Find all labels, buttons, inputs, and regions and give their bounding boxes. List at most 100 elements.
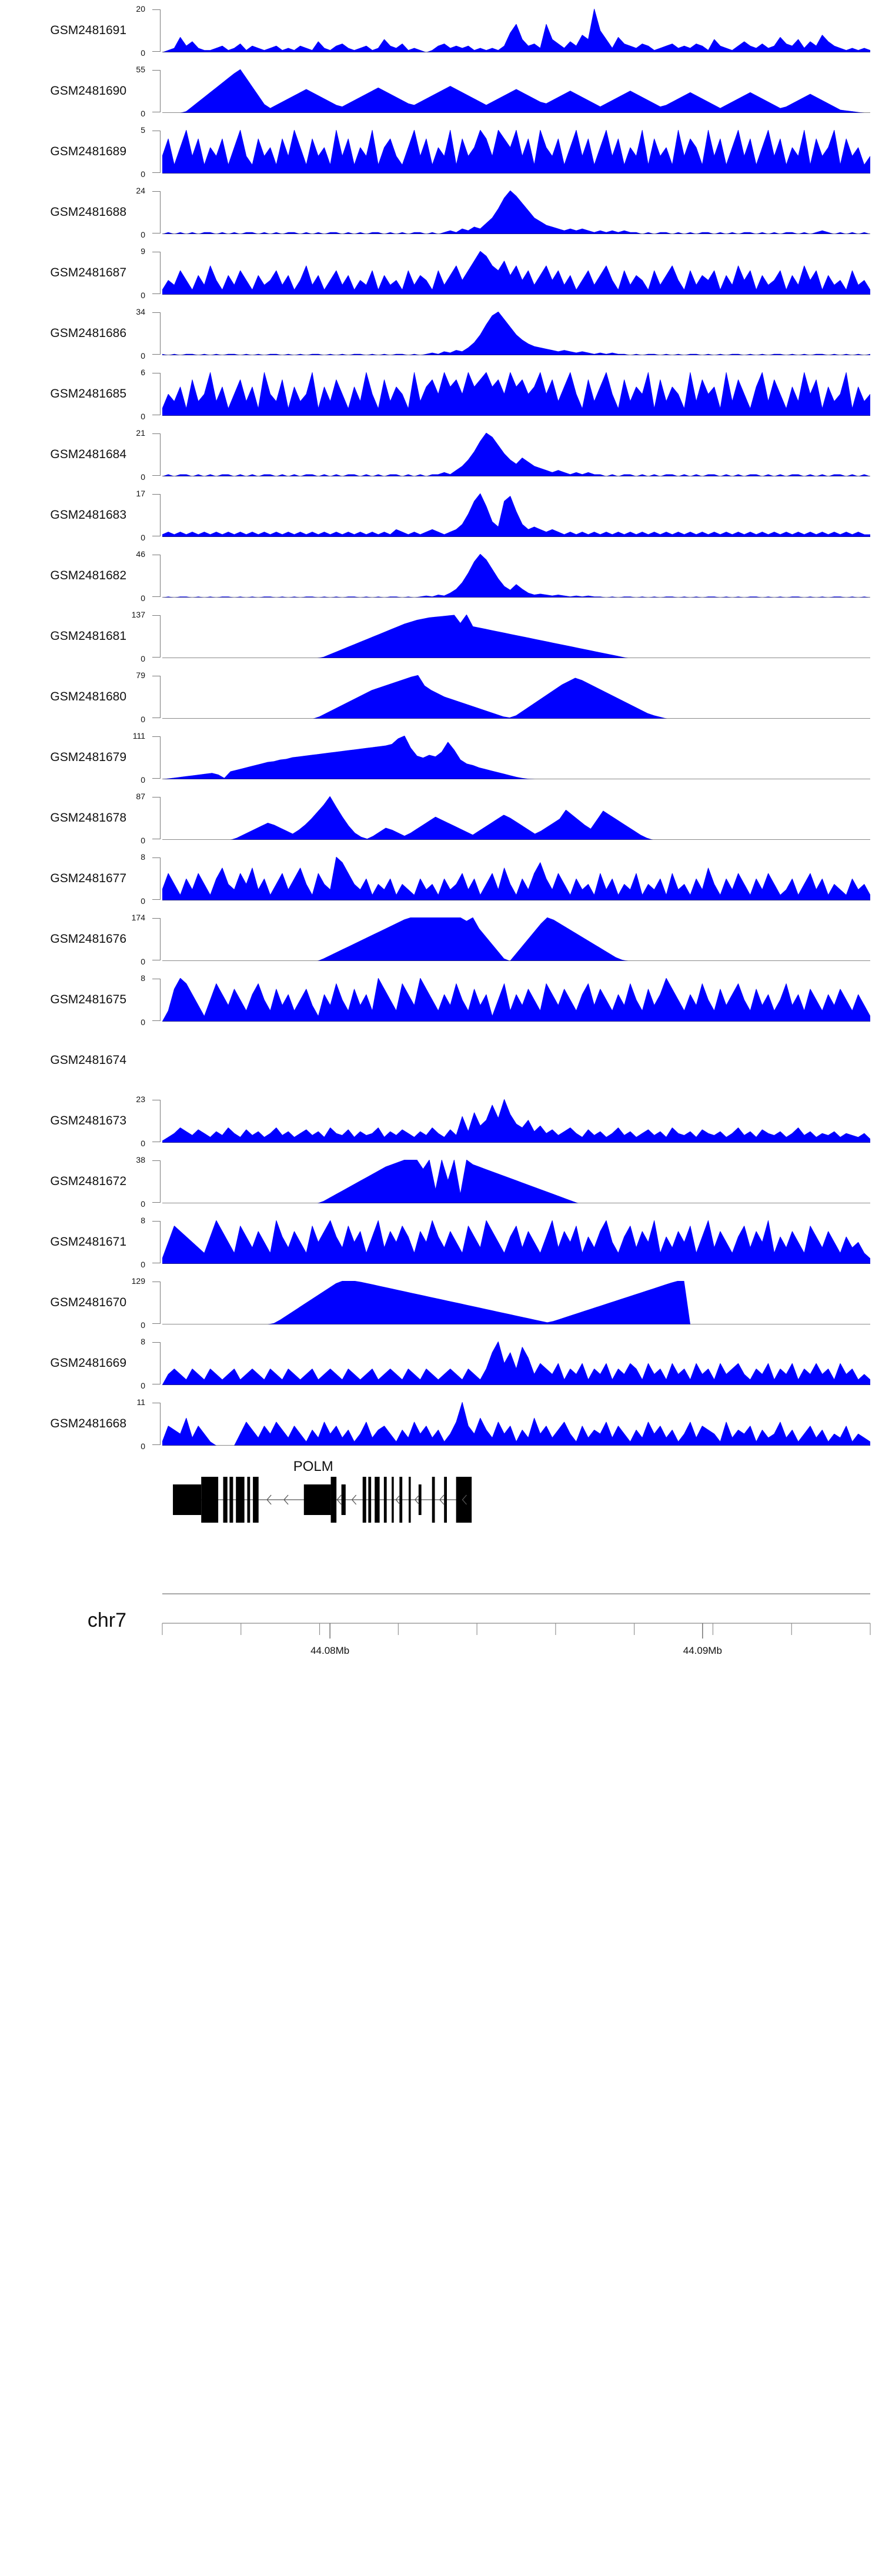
y-axis-min-label: 0: [141, 956, 145, 966]
coverage-area-svg: [162, 8, 870, 52]
track-sample-label: GSM2481685: [50, 386, 126, 401]
coverage-baseline: [162, 839, 870, 840]
y-axis-min-label: 0: [141, 1259, 145, 1269]
y-axis-min-label: 0: [141, 714, 145, 724]
track-y-axis: 11 0: [132, 1397, 161, 1451]
y-axis-max-label: 87: [136, 791, 145, 801]
track-sample-label: GSM2481681: [50, 629, 126, 643]
y-axis-tick-bottom: [152, 656, 161, 658]
y-axis-max-label: 46: [136, 549, 145, 559]
y-axis-line: [160, 857, 161, 900]
coverage-track: GSM2481675 8 0: [0, 969, 882, 1030]
y-axis-min-label: 0: [141, 1380, 145, 1390]
y-axis-line: [160, 1160, 161, 1203]
track-sample-label: GSM2481691: [50, 23, 126, 37]
coverage-track: GSM2481678 87 0: [0, 788, 882, 848]
y-axis-max-label: 5: [141, 125, 145, 135]
y-axis-tick-top: [152, 736, 161, 737]
y-axis-line: [160, 493, 161, 536]
y-axis-tick-top: [152, 1342, 161, 1343]
track-sample-label: GSM2481673: [50, 1113, 126, 1127]
y-axis-tick-bottom: [152, 475, 161, 476]
track-sample-label: GSM2481679: [50, 750, 126, 764]
coverage-plot: [162, 8, 870, 52]
coverage-track: GSM2481673 23 0: [0, 1090, 882, 1151]
y-axis-min-label: 0: [141, 48, 145, 58]
coverage-area-svg: [162, 856, 870, 900]
y-axis-max-label: 20: [136, 4, 145, 14]
coverage-plot: [162, 1341, 870, 1385]
coverage-area-svg: [162, 432, 870, 476]
y-axis-min-label: 0: [141, 1441, 145, 1451]
track-y-axis: 24 0: [132, 186, 161, 239]
coverage-track: GSM2481683 17 0: [0, 485, 882, 545]
coverage-plot: [162, 432, 870, 476]
y-axis-line: [160, 433, 161, 476]
coverage-area-svg: [162, 1402, 870, 1446]
y-axis-min-label: 0: [141, 290, 145, 300]
y-axis-line: [160, 736, 161, 779]
track-y-axis: 174 0: [132, 913, 161, 966]
y-axis-tick-bottom: [152, 899, 161, 900]
y-axis-line: [160, 372, 161, 415]
y-axis-tick-top: [152, 9, 161, 10]
y-axis-min-label: 0: [141, 169, 145, 179]
coverage-baseline: [162, 1444, 870, 1446]
y-axis-min-label: 0: [141, 532, 145, 542]
coverage-plot: [162, 796, 870, 840]
track-sample-label: GSM2481687: [50, 265, 126, 279]
coverage-area-svg: [162, 1341, 870, 1385]
y-axis-max-label: 9: [141, 246, 145, 256]
y-axis-min-label: 0: [141, 472, 145, 482]
coverage-track: GSM2481669 8 0: [0, 1333, 882, 1393]
coordinate-axis-svg: 44.08Mb 44.09Mb: [162, 1593, 871, 1656]
y-axis-line: [160, 1099, 161, 1142]
track-sample-label: GSM2481682: [50, 568, 126, 582]
coverage-plot: [162, 311, 870, 355]
y-axis-min-label: 0: [141, 229, 145, 239]
y-axis-line: [160, 1342, 161, 1384]
y-axis-line: [160, 251, 161, 294]
y-axis-line: [160, 615, 161, 658]
coverage-area-svg: [162, 917, 870, 961]
coverage-area-svg: [162, 796, 870, 840]
y-axis-max-label: 79: [136, 670, 145, 680]
coverage-baseline: [162, 1384, 870, 1385]
track-y-axis: 55 0: [132, 65, 161, 118]
track-sample-label: GSM2481684: [50, 447, 126, 461]
y-axis-tick-bottom: [152, 1020, 161, 1021]
y-axis-max-label: 8: [141, 973, 145, 983]
coverage-plot: [162, 1280, 870, 1324]
y-axis-min-label: 0: [141, 1017, 145, 1027]
chromosome-axis: 44.08Mb 44.09Mb chr7: [0, 1577, 882, 1695]
coverage-plot: [162, 1220, 870, 1264]
coverage-track: GSM2481674: [0, 1030, 882, 1090]
y-axis-line: [160, 1281, 161, 1324]
y-axis-min-label: 0: [141, 775, 145, 785]
y-axis-tick-top: [152, 191, 161, 192]
track-y-axis: 38 0: [132, 1155, 161, 1209]
y-axis-max-label: 34: [136, 306, 145, 316]
track-sample-label: GSM2481670: [50, 1295, 126, 1309]
coverage-plot: [162, 129, 870, 173]
coverage-plot: [162, 735, 870, 779]
y-axis-min-label: 0: [141, 108, 145, 118]
coverage-plot: [162, 977, 870, 1022]
coverage-track: GSM2481688 24 0: [0, 182, 882, 242]
y-axis-max-label: 17: [136, 488, 145, 498]
y-axis-max-label: 111: [132, 730, 145, 740]
coverage-baseline: [162, 718, 870, 719]
y-axis-min-label: 0: [141, 593, 145, 603]
chromosome-label: chr7: [87, 1609, 126, 1631]
track-sample-label: GSM2481676: [50, 932, 126, 946]
coverage-track: GSM2481676 174 0: [0, 909, 882, 969]
coverage-track: GSM2481682 46 0: [0, 545, 882, 606]
track-sample-label: GSM2481683: [50, 508, 126, 522]
coverage-baseline: [162, 1142, 870, 1143]
track-y-axis: 34 0: [132, 307, 161, 361]
